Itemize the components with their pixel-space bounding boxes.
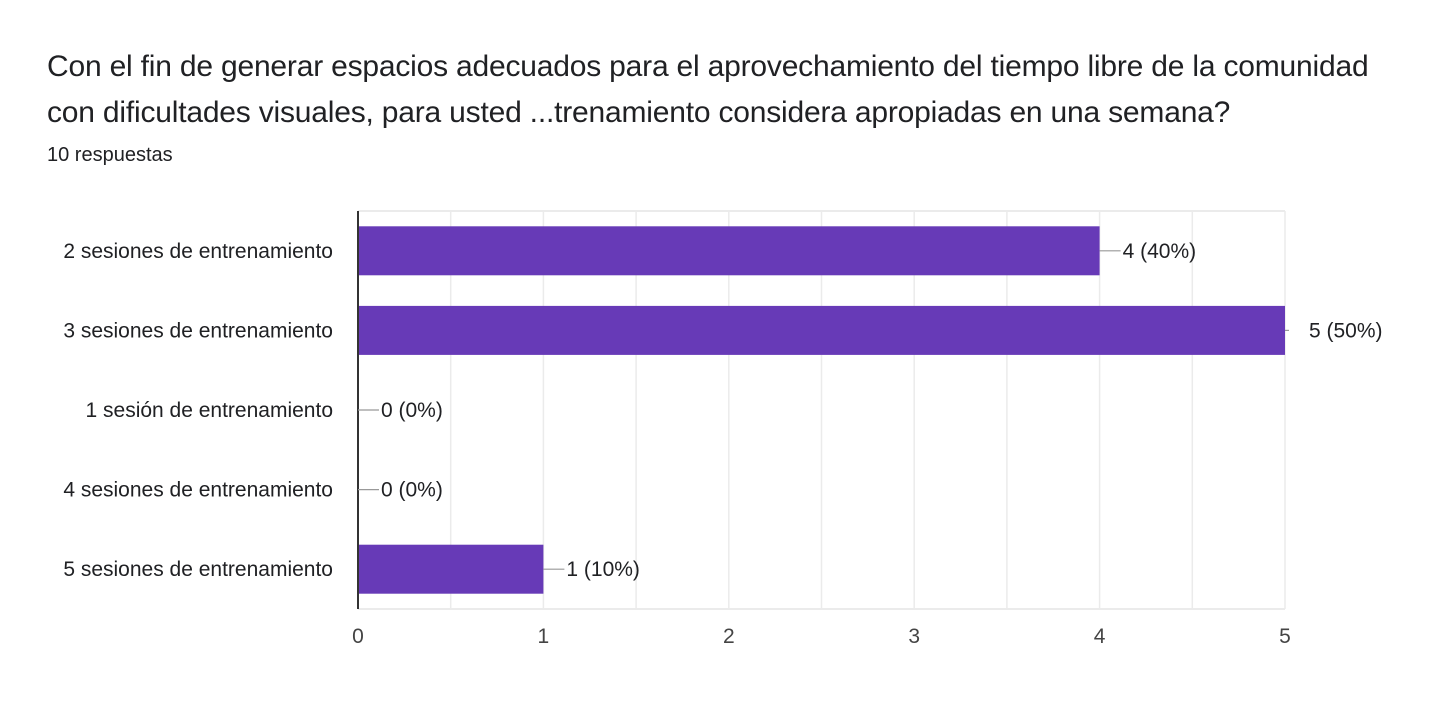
category-label: 1 sesión de entrenamiento xyxy=(86,399,334,422)
category-label: 4 sesiones de entrenamiento xyxy=(63,479,333,502)
x-tick-label: 0 xyxy=(352,625,364,648)
x-tick-label: 4 xyxy=(1094,625,1106,648)
bar xyxy=(358,305,1285,355)
question-title: Con el fin de generar espacios adecuados… xyxy=(47,50,1369,129)
data-label: 1 (10%) xyxy=(566,558,640,581)
label-layer: 2 sesiones de entrenamiento 4 (40%) 3 sesi… xyxy=(63,240,1382,581)
bar-layer xyxy=(358,226,1285,594)
data-label: 0 (0%) xyxy=(381,399,443,422)
response-count: 10 respuestas xyxy=(47,144,173,166)
data-label: 4 (40%) xyxy=(1123,240,1197,263)
bar xyxy=(358,226,1100,276)
data-label: 0 (0%) xyxy=(381,479,443,502)
category-label: 3 sesiones de entrenamiento xyxy=(63,319,333,342)
category-label: 2 sesiones de entrenamiento xyxy=(63,240,333,263)
x-tick-label: 3 xyxy=(908,625,920,648)
x-tick-label: 2 xyxy=(723,625,735,648)
data-label: 5 (50%) xyxy=(1309,319,1383,342)
grid-layer xyxy=(357,210,1286,610)
category-label: 5 sesiones de entrenamiento xyxy=(63,558,333,581)
x-tick-label: 5 xyxy=(1279,625,1291,648)
x-tick-label: 1 xyxy=(538,625,550,648)
bar xyxy=(358,544,544,594)
